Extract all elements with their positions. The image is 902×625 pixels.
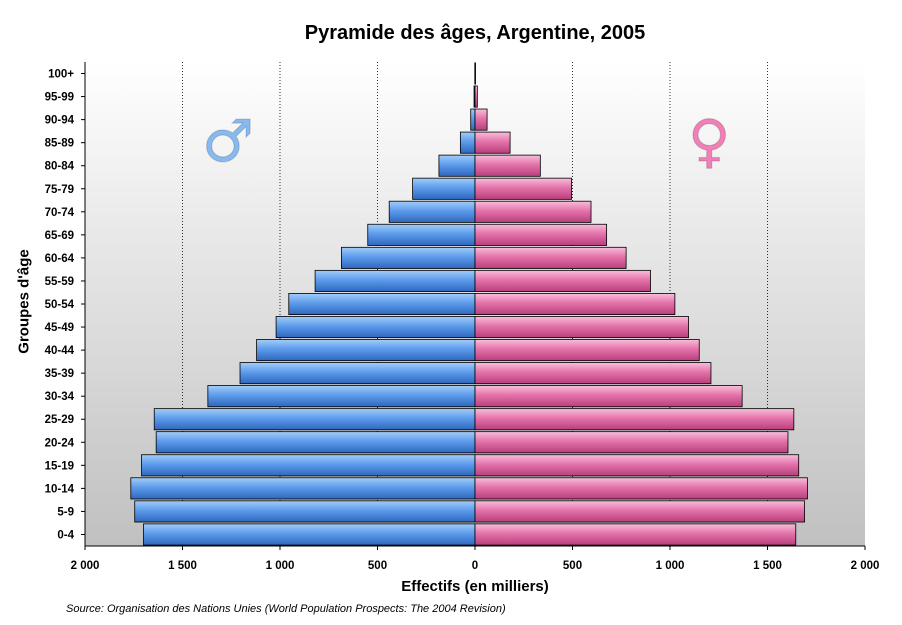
bar-male-70-74 bbox=[388, 200, 476, 223]
bar-male-45-49 bbox=[275, 316, 476, 339]
y-tick-label: 35-39 bbox=[45, 368, 74, 380]
bar-female-0-4 bbox=[474, 523, 797, 546]
y-tick-label: 65-69 bbox=[45, 230, 74, 242]
y-tick-label: 10-14 bbox=[45, 483, 75, 495]
bar-female-25-29 bbox=[474, 408, 795, 431]
x-tick-label: 1 500 bbox=[168, 560, 197, 572]
bar-female-5-9 bbox=[474, 500, 805, 523]
bar-male-90-94 bbox=[470, 108, 476, 131]
x-tick-label: 1 000 bbox=[266, 560, 295, 572]
male-symbol-icon: ♂ bbox=[201, 107, 254, 175]
y-tick-label: 100+ bbox=[48, 69, 74, 81]
bar-male-40-44 bbox=[256, 339, 476, 362]
y-tick-label: 90-94 bbox=[45, 115, 75, 127]
bar-female-85-89 bbox=[474, 131, 511, 154]
bar-male-10-14 bbox=[130, 477, 476, 500]
chart-title: Pyramide des âges, Argentine, 2005 bbox=[304, 22, 646, 44]
bar-female-40-44 bbox=[474, 339, 700, 362]
x-tick-label: 500 bbox=[563, 560, 582, 572]
y-tick-label: 30-34 bbox=[45, 391, 75, 403]
bar-female-45-49 bbox=[474, 316, 689, 339]
x-axis-label: Effectifs (en milliers) bbox=[401, 578, 549, 595]
bar-male-60-64 bbox=[341, 246, 476, 269]
bar-female-65-69 bbox=[474, 223, 608, 246]
bar-female-95-99 bbox=[474, 85, 478, 108]
bar-male-75-79 bbox=[412, 177, 476, 200]
y-tick-label: 55-59 bbox=[45, 276, 74, 288]
female-symbol-icon: ♀ bbox=[687, 107, 731, 175]
bar-female-80-84 bbox=[474, 154, 541, 177]
bar-male-80-84 bbox=[438, 154, 476, 177]
bar-female-75-79 bbox=[474, 177, 572, 200]
x-tick-label: 1 000 bbox=[656, 560, 685, 572]
bar-male-85-89 bbox=[459, 131, 476, 154]
bar-male-65-69 bbox=[367, 223, 476, 246]
bar-female-15-19 bbox=[474, 454, 800, 477]
y-tick-label: 45-49 bbox=[45, 322, 74, 334]
bar-male-0-4 bbox=[143, 523, 476, 546]
y-tick-label: 40-44 bbox=[45, 345, 75, 357]
y-tick-label: 20-24 bbox=[45, 437, 75, 449]
bar-female-90-94 bbox=[474, 108, 488, 131]
x-tick-label: 500 bbox=[368, 560, 387, 572]
bar-female-60-64 bbox=[474, 246, 627, 269]
bar-female-30-34 bbox=[474, 385, 743, 408]
x-tick-label: 2 000 bbox=[71, 560, 100, 572]
bar-female-50-54 bbox=[474, 292, 676, 316]
source-note: Source: Organisation des Nations Unies (… bbox=[66, 603, 506, 615]
y-tick-label: 50-54 bbox=[45, 299, 75, 311]
y-tick-label: 85-89 bbox=[45, 138, 74, 150]
bar-female-100+ bbox=[474, 62, 476, 85]
y-tick-label: 5-9 bbox=[57, 506, 74, 518]
y-tick-label: 70-74 bbox=[45, 207, 75, 219]
y-tick-label: 15-19 bbox=[45, 460, 74, 472]
bar-female-10-14 bbox=[474, 477, 808, 500]
bar-male-30-34 bbox=[207, 385, 476, 408]
x-tick-label: 2 000 bbox=[851, 560, 880, 572]
bar-male-20-24 bbox=[155, 431, 476, 454]
bar-female-70-74 bbox=[474, 200, 592, 223]
bar-female-20-24 bbox=[474, 431, 789, 454]
y-tick-label: 95-99 bbox=[45, 92, 74, 104]
bar-male-35-39 bbox=[239, 362, 476, 385]
y-tick-label: 25-29 bbox=[45, 414, 74, 426]
bar-female-35-39 bbox=[474, 362, 712, 385]
bar-male-50-54 bbox=[288, 292, 476, 316]
y-tick-label: 80-84 bbox=[45, 161, 75, 173]
bar-male-25-29 bbox=[153, 408, 476, 431]
y-tick-label: 0-4 bbox=[57, 529, 74, 541]
y-tick-label: 60-64 bbox=[45, 253, 75, 265]
y-axis-label: Groupes d'âge bbox=[15, 249, 33, 354]
x-tick-label: 0 bbox=[472, 560, 478, 572]
x-tick-label: 1 500 bbox=[753, 560, 782, 572]
y-tick-label: 75-79 bbox=[45, 184, 74, 196]
bar-male-15-19 bbox=[141, 454, 476, 477]
bar-male-5-9 bbox=[134, 500, 476, 523]
bar-male-55-59 bbox=[314, 269, 476, 292]
bar-female-55-59 bbox=[474, 269, 651, 292]
